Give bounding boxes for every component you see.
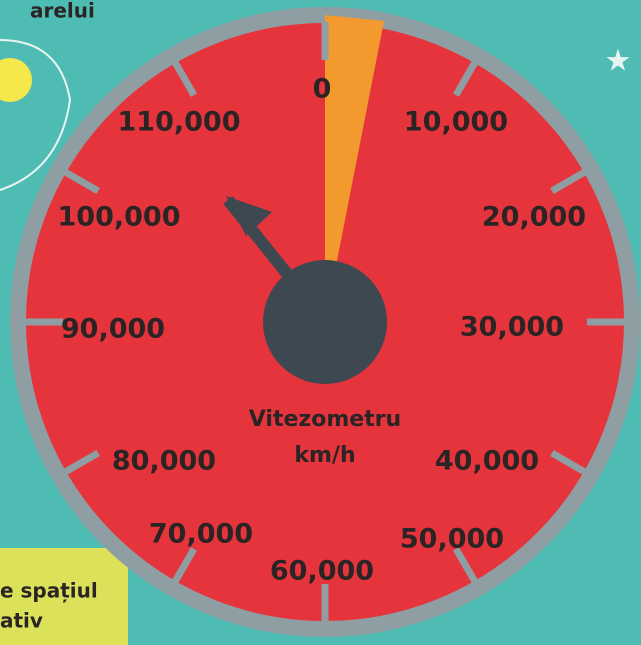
dial-label: 110,000	[118, 107, 241, 138]
note-line: e spațiul	[0, 579, 98, 603]
dial-label: 70,000	[149, 519, 253, 550]
speedometer-illustration: arelui ★ e spațiul ativ 0 10,000 20,000 30,…	[0, 0, 641, 645]
dial-label: 40,000	[435, 446, 539, 477]
hub	[263, 260, 387, 384]
dial-name: Vitezometru	[249, 407, 401, 432]
caption-fragment: arelui	[30, 0, 95, 23]
dial-label: 30,000	[460, 312, 564, 343]
dial-label: 60,000	[270, 556, 374, 587]
dial-label: 100,000	[58, 202, 181, 233]
dial-label: 80,000	[112, 446, 216, 477]
dial-label: 0	[313, 74, 332, 105]
note-line: ativ	[0, 609, 43, 633]
dial-label: 90,000	[61, 314, 165, 345]
dial-label: 20,000	[482, 202, 586, 233]
dial-label: 50,000	[400, 524, 504, 555]
dial-label: 10,000	[404, 107, 508, 138]
star: ★	[605, 44, 632, 79]
dial-unit: km/h	[294, 443, 355, 468]
